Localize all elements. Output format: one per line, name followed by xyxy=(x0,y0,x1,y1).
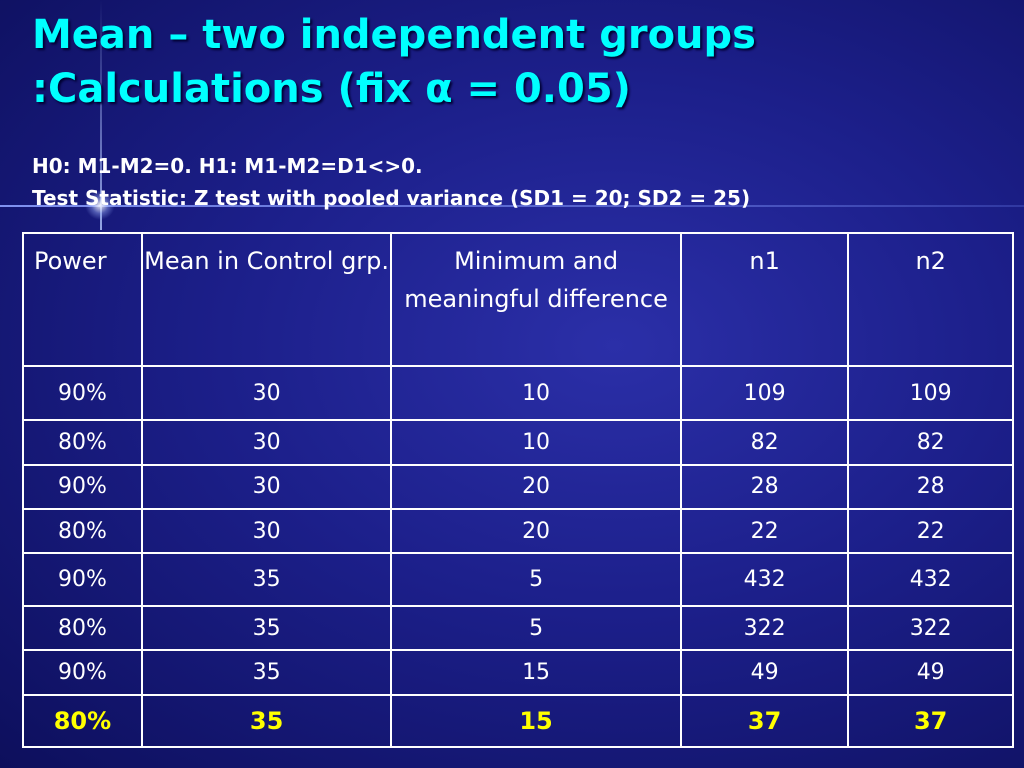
table-row-highlighted: 80% 35 15 37 37 xyxy=(22,693,1014,749)
cell-difference: 5 xyxy=(390,552,682,607)
cell-mean: 35 xyxy=(140,552,393,607)
cell-power: 90% xyxy=(22,552,143,607)
decorative-vertical-line xyxy=(100,0,102,230)
cell-mean: 30 xyxy=(140,419,393,466)
cell-n2: 322 xyxy=(847,604,1014,652)
header-power: Power xyxy=(22,231,143,368)
cell-n2: 432 xyxy=(847,552,1014,607)
header-mean-control: Mean in Control grp. xyxy=(140,231,393,368)
cell-n1: 22 xyxy=(679,508,850,555)
table-row: 90% 35 5 432 432 xyxy=(22,552,1014,607)
cell-n2: 37 xyxy=(847,693,1014,749)
cell-n1: 82 xyxy=(679,419,850,466)
cell-power: 80% xyxy=(22,604,143,652)
table-row: 80% 30 10 82 82 xyxy=(22,419,1014,466)
cell-mean: 35 xyxy=(140,604,393,652)
cell-mean: 30 xyxy=(140,365,393,422)
cell-power: 80% xyxy=(22,508,143,555)
cell-difference: 10 xyxy=(390,365,682,422)
cell-n1: 322 xyxy=(679,604,850,652)
cell-n1: 109 xyxy=(679,365,850,422)
slide-title: Mean – two independent groups :Calculati… xyxy=(32,8,992,116)
test-statistic-text: Test Statistic: Z test with pooled varia… xyxy=(32,186,751,210)
cell-n1: 28 xyxy=(679,463,850,511)
cell-power: 80% xyxy=(22,419,143,466)
hypothesis-text: H0: M1-M2=0. H1: M1-M2=D1<>0. xyxy=(32,154,423,178)
cell-power: 90% xyxy=(22,365,143,422)
cell-power: 90% xyxy=(22,649,143,696)
cell-power: 80% xyxy=(22,693,143,749)
decorative-glow xyxy=(85,190,115,220)
cell-n2: 82 xyxy=(847,419,1014,466)
table-row: 80% 35 5 322 322 xyxy=(22,604,1014,652)
cell-mean: 35 xyxy=(140,693,393,749)
cell-n1: 432 xyxy=(679,552,850,607)
header-n2: n2 xyxy=(847,231,1014,368)
cell-mean: 30 xyxy=(140,463,393,511)
cell-difference: 20 xyxy=(390,463,682,511)
decorative-horizontal-line xyxy=(0,205,1024,207)
cell-n2: 49 xyxy=(847,649,1014,696)
cell-n1: 49 xyxy=(679,649,850,696)
sample-size-table: Power Mean in Control grp. Minimum and m… xyxy=(22,231,1014,749)
cell-n1: 37 xyxy=(679,693,850,749)
cell-n2: 22 xyxy=(847,508,1014,555)
table-row: 80% 30 20 22 22 xyxy=(22,508,1014,555)
table-row: 90% 35 15 49 49 xyxy=(22,649,1014,696)
cell-difference: 20 xyxy=(390,508,682,555)
title-line-2: :Calculations (fix α = 0.05) xyxy=(32,66,631,112)
table-row: 90% 30 20 28 28 xyxy=(22,463,1014,511)
cell-difference: 15 xyxy=(390,649,682,696)
cell-power: 90% xyxy=(22,463,143,511)
cell-difference: 10 xyxy=(390,419,682,466)
cell-n2: 109 xyxy=(847,365,1014,422)
title-line-1: Mean – two independent groups xyxy=(32,12,756,58)
cell-mean: 30 xyxy=(140,508,393,555)
cell-n2: 28 xyxy=(847,463,1014,511)
slide-subtitle: H0: M1-M2=0. H1: M1-M2=D1<>0. Test Stati… xyxy=(32,150,992,214)
cell-difference: 15 xyxy=(390,693,682,749)
table-header-row: Power Mean in Control grp. Minimum and m… xyxy=(22,231,1014,368)
header-n1: n1 xyxy=(679,231,850,368)
table-row: 90% 30 10 109 109 xyxy=(22,365,1014,422)
cell-difference: 5 xyxy=(390,604,682,652)
cell-mean: 35 xyxy=(140,649,393,696)
header-min-difference: Minimum and meaningful difference xyxy=(390,231,682,368)
